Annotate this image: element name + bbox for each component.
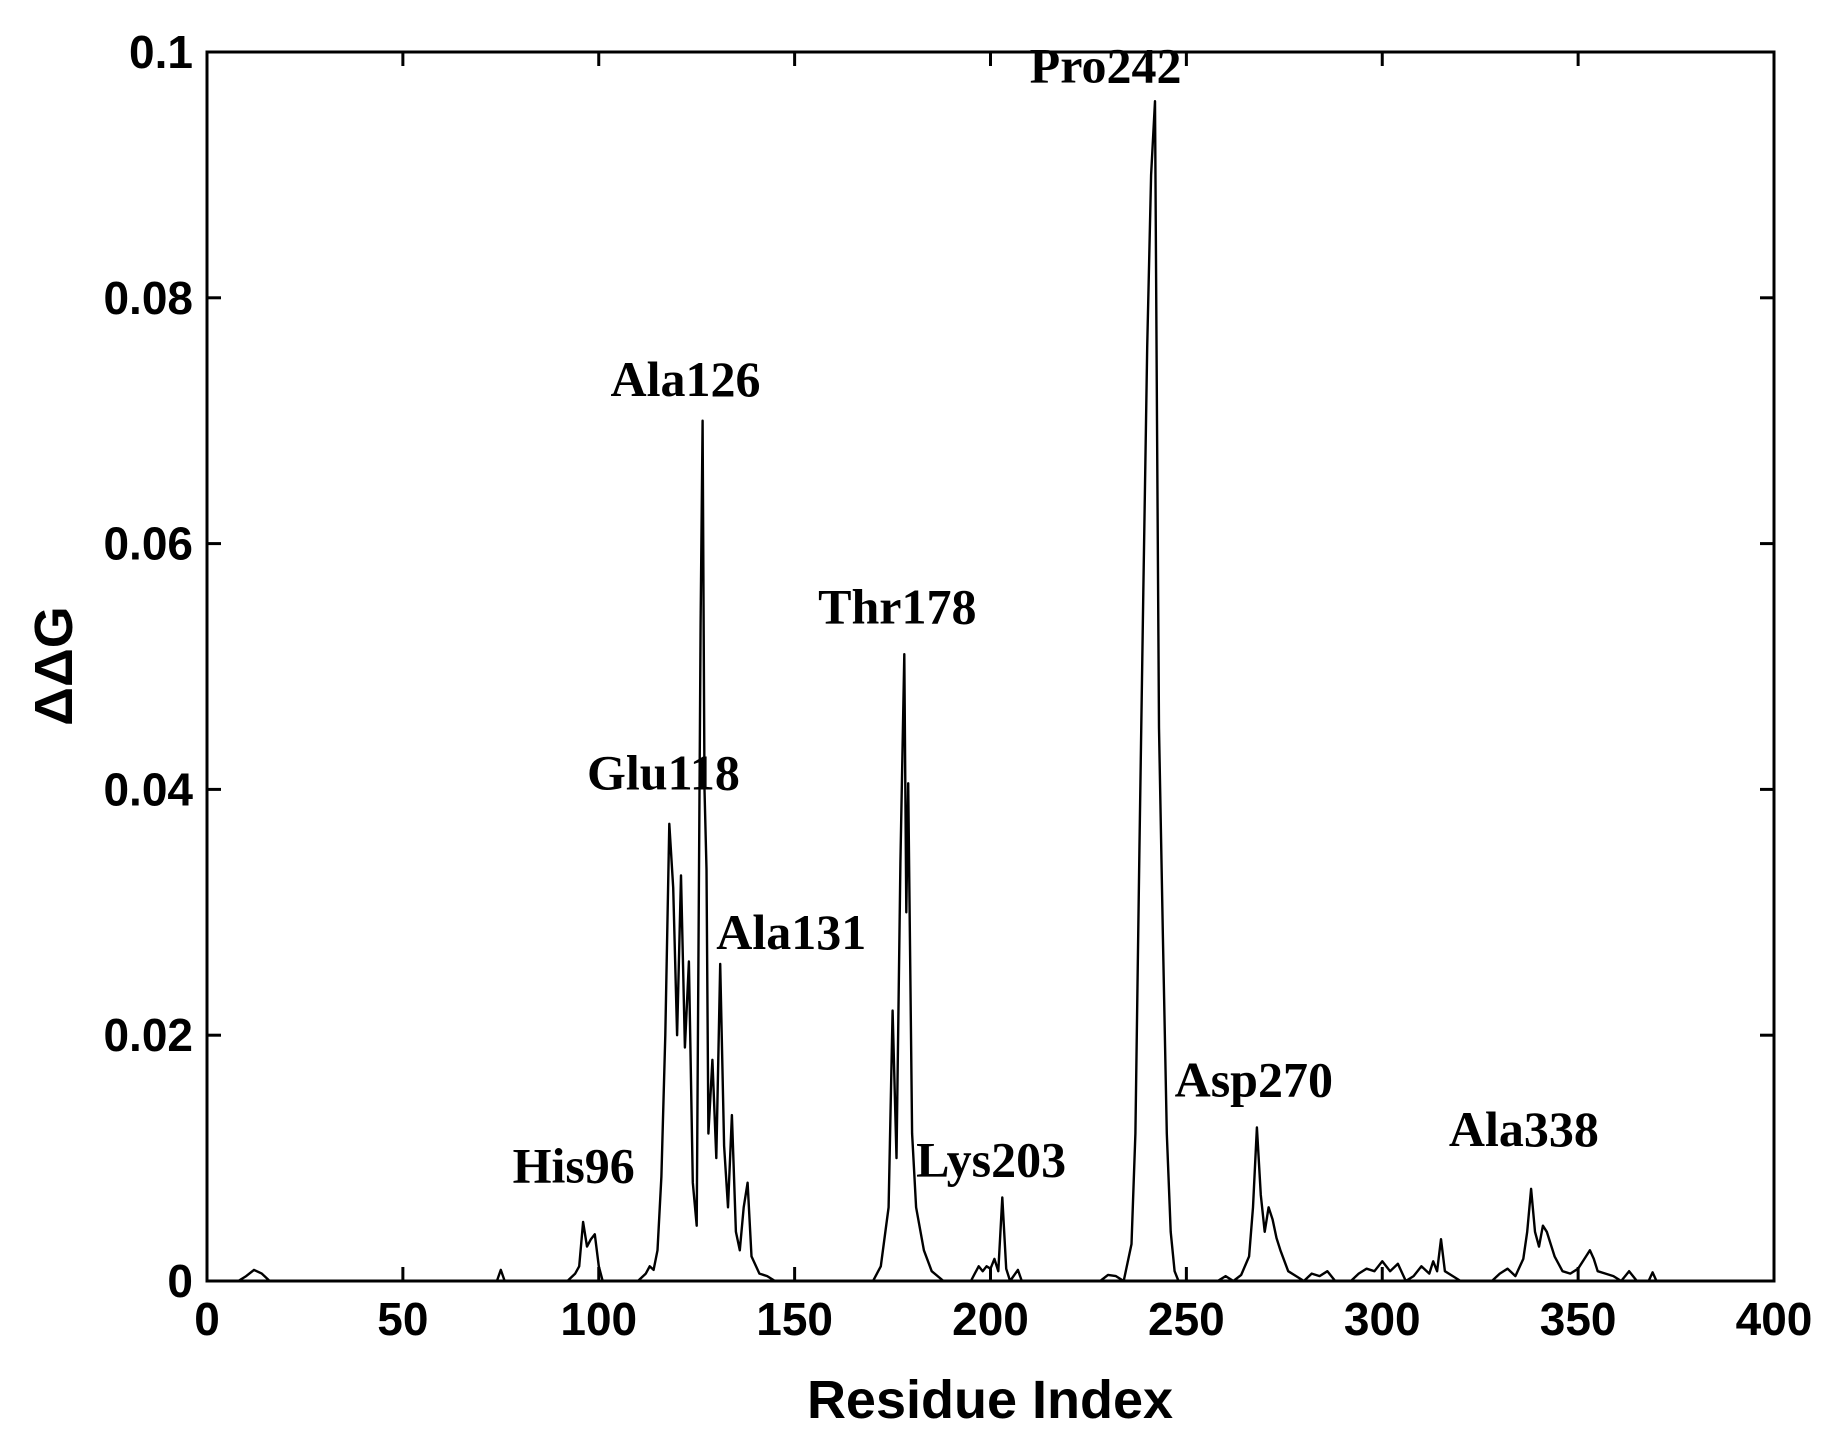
y-axis-ticks: 0 0.02 0.04 0.06 0.08 0.1 <box>103 26 1774 1307</box>
x-axis-title: Residue Index <box>807 1370 1173 1430</box>
x-tick-label: 300 <box>1344 1293 1421 1345</box>
plot-frame <box>205 50 1776 1283</box>
x-tick-label: 100 <box>560 1293 637 1345</box>
x-axis-ticks: 0 50 100 150 200 250 300 350 400 <box>194 52 1812 1345</box>
peak-label-his96: His96 <box>513 1138 635 1194</box>
peak-label-thr178: Thr178 <box>818 578 976 634</box>
x-tick-label: 250 <box>1148 1293 1225 1345</box>
x-tick-label: 150 <box>756 1293 833 1345</box>
peak-label-glu118: Glu118 <box>587 744 740 800</box>
x-tick-label: 400 <box>1736 1293 1813 1345</box>
y-tick-label: 0.04 <box>103 763 193 815</box>
x-tick-label: 50 <box>377 1293 428 1345</box>
x-tick-label: 0 <box>194 1293 220 1345</box>
y-tick-label: 0 <box>167 1255 193 1307</box>
y-tick-label: 0.06 <box>103 518 193 570</box>
peak-label-lys203: Lys203 <box>916 1132 1066 1188</box>
x-tick-label: 200 <box>952 1293 1029 1345</box>
peak-label-asp270: Asp270 <box>1175 1052 1333 1108</box>
series-line <box>207 100 1774 1283</box>
y-tick-label: 0.08 <box>103 272 193 324</box>
y-tick-label: 0.02 <box>103 1009 193 1061</box>
peak-label-ala131: Ala131 <box>716 904 866 960</box>
x-tick-label: 350 <box>1540 1293 1617 1345</box>
peak-label-ala338: Ala338 <box>1449 1101 1599 1157</box>
peak-label-ala126: Ala126 <box>611 351 761 407</box>
peak-label-pro242: Pro242 <box>1030 38 1182 94</box>
y-tick-label: 0.1 <box>129 26 193 78</box>
peak-labels: His96 Glu118 Ala126 Ala131 Thr178 Lys203 Pro24… <box>513 38 1599 1194</box>
y-axis-title: ΔΔG <box>24 606 84 726</box>
